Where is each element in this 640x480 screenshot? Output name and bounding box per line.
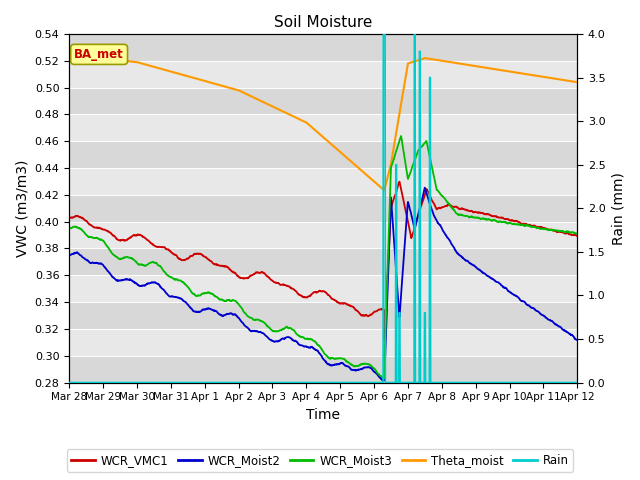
Bar [69, 275, 577, 302]
Bar [69, 195, 577, 222]
Bar [69, 302, 577, 329]
Text: BA_met: BA_met [74, 48, 124, 61]
X-axis label: Time: Time [306, 408, 340, 422]
Bar [69, 249, 577, 275]
Bar [69, 168, 577, 195]
Bar [69, 61, 577, 87]
Bar [69, 114, 577, 141]
Title: Soil Moisture: Soil Moisture [274, 15, 372, 30]
Bar [69, 34, 577, 61]
Bar [69, 141, 577, 168]
Bar [69, 87, 577, 114]
Legend: WCR_VMC1, WCR_Moist2, WCR_Moist3, Theta_moist, Rain: WCR_VMC1, WCR_Moist2, WCR_Moist3, Theta_… [67, 449, 573, 472]
Bar [69, 356, 577, 383]
Y-axis label: VWC (m3/m3): VWC (m3/m3) [15, 159, 29, 257]
Bar [69, 222, 577, 249]
Y-axis label: Rain (mm): Rain (mm) [611, 172, 625, 245]
Bar [69, 329, 577, 356]
